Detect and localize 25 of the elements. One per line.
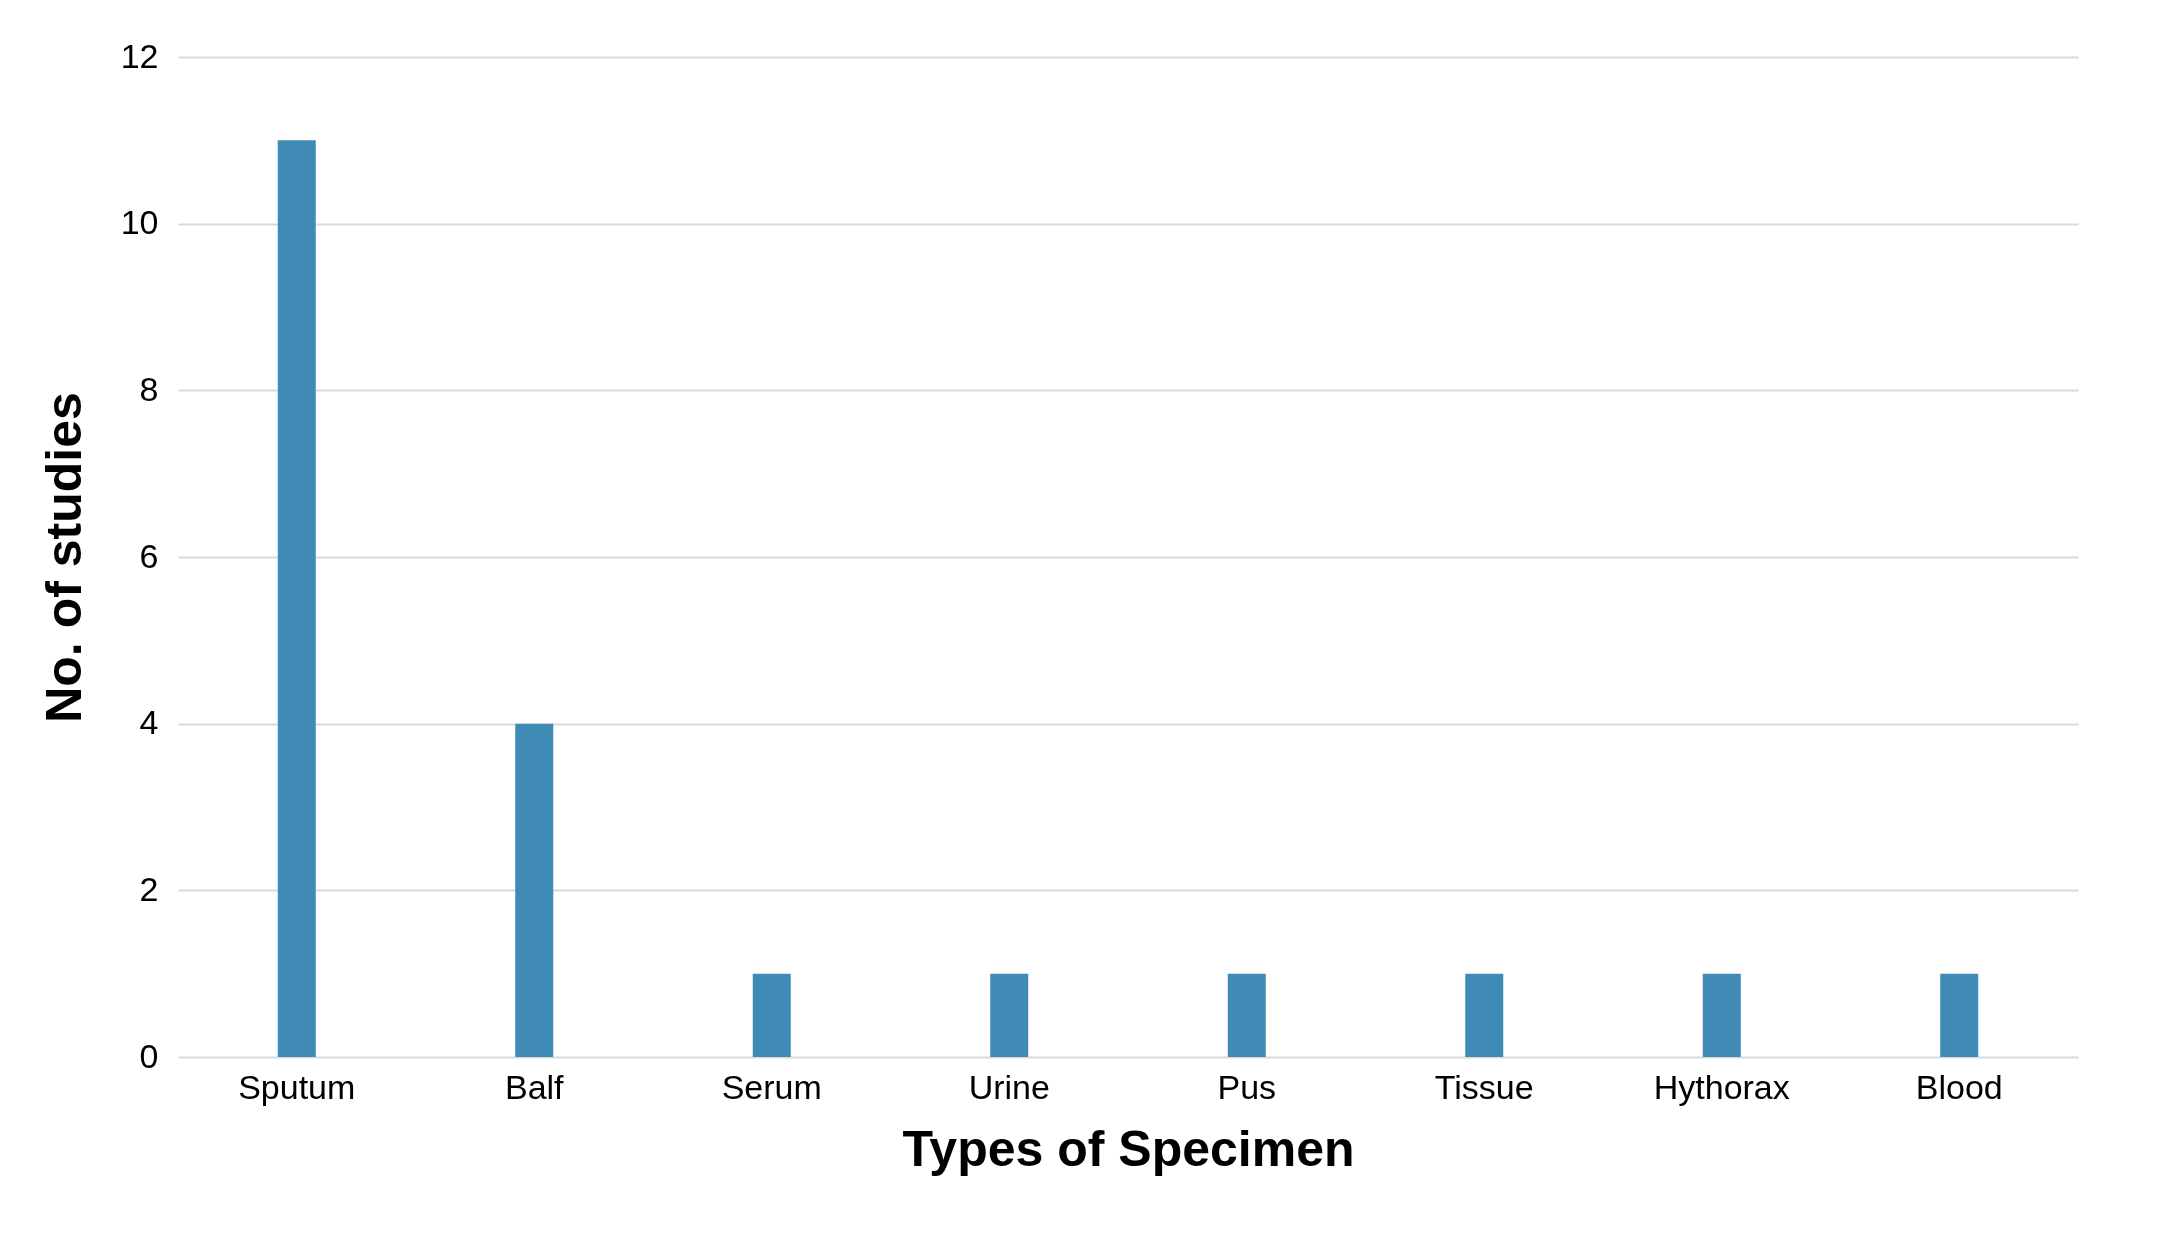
x-axis-title: Types of Specimen [902, 1120, 1355, 1177]
bar [752, 973, 791, 1057]
y-axis-title: No. of studies [35, 392, 92, 723]
x-tick-label: Urine [968, 1067, 1050, 1106]
y-tick-label: 8 [139, 369, 159, 408]
x-tick-label: Serum [721, 1067, 822, 1106]
bar [1940, 973, 1979, 1057]
x-tick-label: Balf [504, 1067, 565, 1106]
y-tick-label: 2 [139, 869, 159, 908]
y-tick-label: 10 [120, 203, 159, 242]
y-tick-label: 6 [139, 536, 159, 575]
y-tick-label: 0 [139, 1036, 159, 1075]
x-tick-label: Sputum [238, 1067, 356, 1106]
y-tick-label: 4 [139, 703, 159, 742]
x-tick-label: Pus [1217, 1067, 1277, 1106]
bar [277, 140, 316, 1057]
bar [1465, 973, 1504, 1057]
bar [1227, 973, 1266, 1057]
y-tick-label: 12 [120, 36, 159, 75]
bar [1702, 973, 1741, 1057]
bar [515, 723, 554, 1057]
x-tick-label: Blood [1915, 1067, 2003, 1106]
x-tick-label: Hythorax [1653, 1067, 1790, 1106]
x-tick-label: Tissue [1434, 1067, 1534, 1106]
bar [990, 973, 1029, 1057]
